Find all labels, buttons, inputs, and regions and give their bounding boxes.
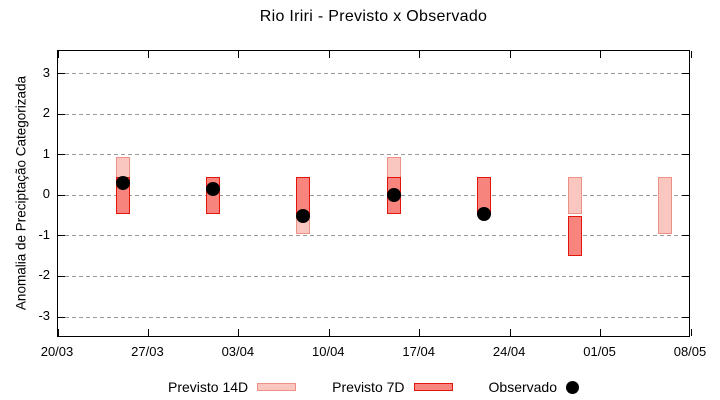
y-tick-mark [682, 154, 689, 156]
y-tick-mark [682, 316, 689, 318]
x-tick-label: 27/03 [131, 344, 164, 359]
gridline [58, 235, 689, 237]
x-tick-mark [147, 329, 149, 336]
x-tick-label: 10/04 [312, 344, 345, 359]
gridline [58, 154, 689, 156]
x-tick-mark [600, 51, 602, 58]
legend-item: Previsto 7D [332, 379, 453, 395]
x-tick-mark [147, 51, 149, 58]
x-tick-label: 24/04 [492, 344, 526, 359]
x-tick-mark [238, 51, 240, 58]
chart-title: Rio Iriri - Previsto x Observado [259, 8, 488, 25]
legend-label: Previsto 14D [168, 379, 249, 395]
previsto-14d-bar [658, 177, 673, 234]
y-tick-mark [58, 235, 65, 237]
y-tick-label: -1 [38, 226, 50, 242]
gridline [58, 316, 689, 318]
y-tick-mark [58, 275, 65, 277]
previsto-14d-bar [567, 177, 582, 214]
gridline [58, 275, 689, 277]
y-tick-mark [682, 235, 689, 237]
x-tick-mark [328, 51, 330, 58]
y-tick-mark [58, 113, 65, 115]
legend: Previsto 14D Previsto 7D Observado [57, 377, 690, 397]
y-tick-label: -3 [38, 308, 50, 323]
y-tick-mark [58, 73, 65, 75]
x-tick-mark [238, 329, 240, 336]
legend-swatch-previsto-14d [257, 383, 297, 391]
y-tick-label: 0 [42, 186, 50, 202]
y-tick-mark [58, 194, 65, 196]
x-tick-mark [57, 51, 59, 58]
legend-label: Observado [488, 379, 557, 395]
x-tick-mark [600, 329, 602, 336]
x-tick-mark [509, 51, 511, 58]
y-tick-mark [58, 154, 65, 156]
x-tick-mark [57, 329, 59, 336]
previsto-7d-bar [567, 215, 582, 257]
observado-dot [206, 182, 221, 197]
x-tick-label: 01/05 [583, 344, 616, 359]
legend-item: Previsto 14D [168, 379, 297, 395]
legend-swatch-previsto-7d [413, 383, 453, 391]
legend-label: Previsto 7D [332, 379, 405, 395]
legend-item: Observado [489, 379, 579, 395]
observado-dot [115, 176, 130, 191]
y-tick-mark [58, 316, 65, 318]
x-tick-label: 17/04 [402, 344, 435, 359]
y-tick-label: 1 [42, 145, 50, 161]
x-tick-mark [690, 51, 692, 58]
x-tick-mark [419, 329, 421, 336]
legend-dot-observado [566, 380, 579, 394]
y-tick-mark [682, 113, 689, 115]
gridline [58, 73, 689, 75]
observado-dot [477, 206, 492, 221]
gridline [58, 113, 689, 115]
gridline [58, 194, 689, 196]
observado-dot [296, 208, 311, 223]
y-tick-label: 3 [42, 64, 50, 80]
x-tick-label: 03/04 [221, 344, 255, 359]
x-tick-mark [509, 329, 511, 336]
y-tick-label: -2 [38, 267, 50, 283]
y-tick-mark [682, 194, 689, 196]
x-tick-mark [419, 51, 421, 58]
y-tick-label: 2 [42, 105, 50, 121]
observado-dot [386, 188, 401, 203]
plot-area [57, 50, 692, 337]
x-tick-label: 08/05 [673, 344, 707, 359]
y-tick-mark [682, 73, 689, 75]
y-tick-mark [682, 275, 689, 277]
x-tick-label: 20/03 [40, 344, 74, 359]
x-tick-mark [328, 329, 330, 336]
x-tick-mark [690, 329, 692, 336]
